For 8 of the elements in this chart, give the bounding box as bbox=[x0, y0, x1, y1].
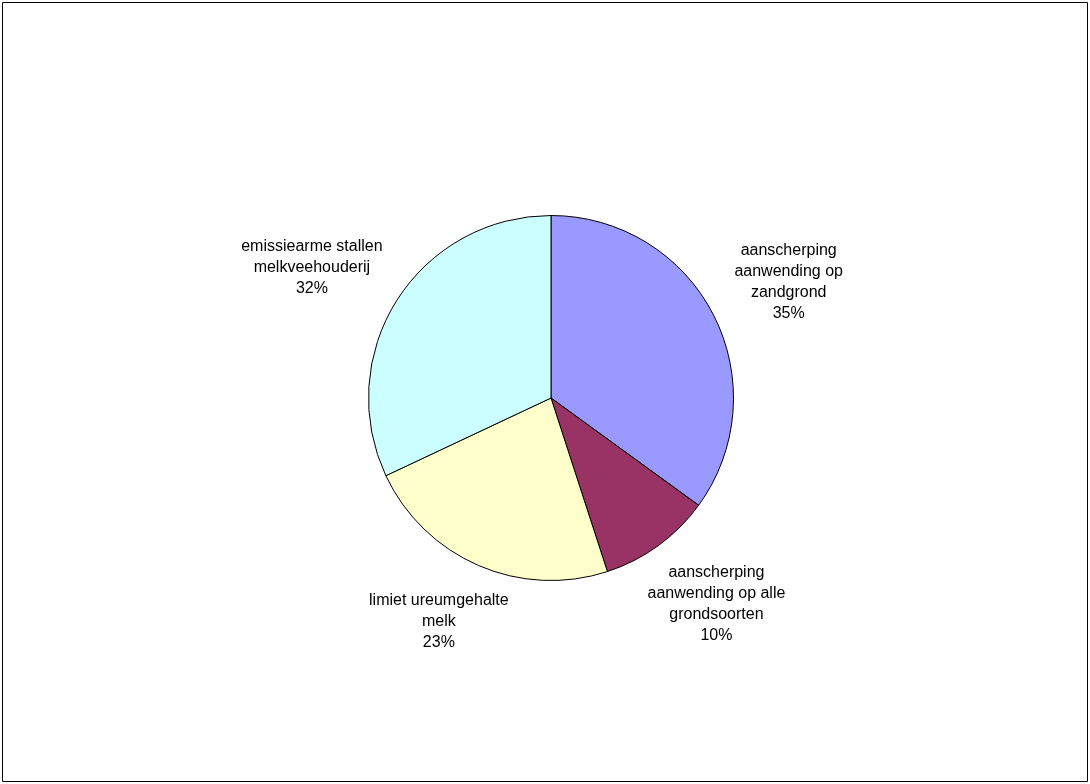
slice-label: aanscherping aanwending op alle grondsoorten bbox=[647, 562, 786, 622]
slice-label: emissiearme stallen melkveehouderij bbox=[241, 236, 383, 275]
data-label: 32% bbox=[295, 278, 328, 296]
data-label: 23% bbox=[422, 633, 455, 651]
data-label: 35% bbox=[772, 304, 805, 322]
slice-label: aanscherping aanwending op zandgrond bbox=[734, 241, 844, 301]
slice-label: limiet ureumgehalte melk bbox=[369, 591, 509, 630]
data-label: 10% bbox=[700, 625, 733, 643]
